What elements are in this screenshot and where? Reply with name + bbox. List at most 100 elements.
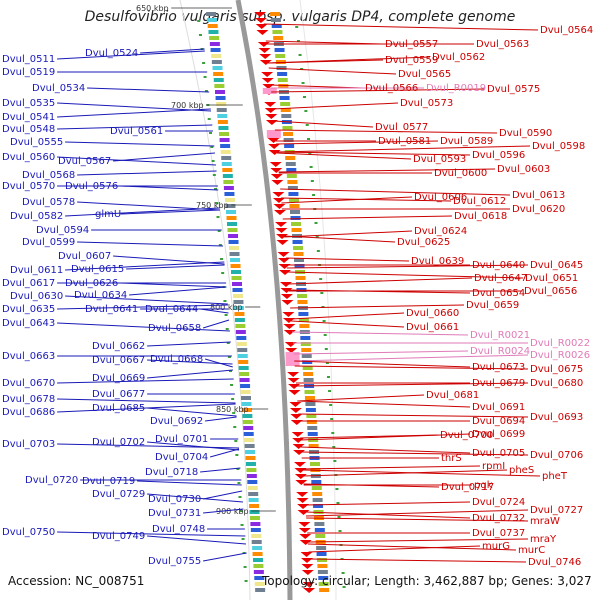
gene-label-left[interactable]: Dvul_0594 [36, 225, 89, 236]
gene-label-right[interactable]: Dvul_0625 [397, 237, 450, 248]
gene-label-right[interactable]: rpmI [482, 461, 505, 472]
gene-label-right[interactable]: Dvul_0737 [472, 528, 525, 539]
gene-label-left[interactable]: Dvul_0670 [2, 378, 55, 389]
gene-label-right[interactable]: Dvul_0606 [414, 192, 467, 203]
gene-label-left[interactable]: Dvul_0626 [65, 278, 118, 289]
gene-label-left[interactable]: Dvul_0702 [92, 437, 145, 448]
gene-label-right[interactable]: Dvul_0593 [413, 154, 466, 165]
gene-label-right[interactable]: Dvul_0724 [472, 497, 525, 508]
gene-label-left[interactable]: Dvul_0578 [22, 197, 75, 208]
gene-label-right[interactable]: Dvul_R0019 [426, 83, 486, 94]
gene-label-right[interactable]: Dvul_0706 [530, 450, 583, 461]
gene-label-left[interactable]: Dvul_0644 [145, 304, 198, 315]
gene-label-right[interactable]: Dvul_R0021 [470, 330, 530, 341]
gene-label-right[interactable]: Dvul_0732 [472, 513, 525, 524]
gene-label-right[interactable]: Dvul_0566 [365, 83, 418, 94]
gene-label-right[interactable]: Dvul_0656 [524, 286, 577, 297]
gene-label-right[interactable]: murC [518, 545, 545, 556]
gene-label-right[interactable]: Dvul_0565 [398, 69, 451, 80]
gene-label-left[interactable]: Dvul_0718 [145, 467, 198, 478]
gene-label-right[interactable]: Dvul_0660 [406, 308, 459, 319]
gene-label-left[interactable]: Dvul_0729 [92, 489, 145, 500]
gene-label-right[interactable]: Dvul_0639 [411, 256, 464, 267]
gene-label-left[interactable]: Dvul_0685 [92, 403, 145, 414]
gene-label-left[interactable]: Dvul_0704 [155, 452, 208, 463]
gene-label-right[interactable]: Dvul_0661 [406, 322, 459, 333]
gene-label-left[interactable]: Dvul_0731 [148, 508, 201, 519]
gene-label-right[interactable]: Dvul_0620 [512, 204, 565, 215]
gene-label-right[interactable]: Dvul_0699 [472, 429, 525, 440]
gene-label-left[interactable]: Dvul_0599 [22, 237, 75, 248]
gene-label-right[interactable]: Dvul_0705 [472, 448, 525, 459]
gene-label-left[interactable]: Dvul_0663 [2, 351, 55, 362]
gene-label-left[interactable]: Dvul_0669 [92, 373, 145, 384]
gene-label-left[interactable]: Dvul_0582 [10, 211, 63, 222]
gene-label-left[interactable]: Dvul_0692 [150, 416, 203, 427]
gene-label-right[interactable]: Dvul_0640 [472, 260, 525, 271]
gene-label-left[interactable]: Dvul_0541 [2, 112, 55, 123]
gene-label-right[interactable]: thrS [441, 453, 462, 464]
gene-label-right[interactable]: Dvul_0651 [525, 273, 578, 284]
gene-label-left[interactable]: Dvul_0641 [85, 304, 138, 315]
gene-label-right[interactable]: Dvul_0624 [414, 226, 467, 237]
gene-label-left[interactable]: Dvul_0607 [58, 251, 111, 262]
gene-label-left[interactable]: Dvul_0567 [58, 156, 111, 167]
gene-label-left[interactable]: Dvul_0511 [2, 54, 55, 65]
gene-label-right[interactable]: pheS [509, 465, 534, 476]
gene-label-left[interactable]: Dvul_0615 [71, 264, 124, 275]
gene-label-left[interactable]: Dvul_0662 [92, 341, 145, 352]
gene-label-left[interactable]: Dvul_0560 [2, 152, 55, 163]
gene-label-right[interactable]: Dvul_0693 [530, 412, 583, 423]
gene-label-left[interactable]: Dvul_0720 [25, 475, 78, 486]
gene-label-left[interactable]: Dvul_0749 [92, 531, 145, 542]
gene-label-left[interactable]: Dvul_0634 [74, 290, 127, 301]
gene-label-left[interactable]: glmU [95, 209, 121, 220]
gene-label-right[interactable]: Dvul_0589 [440, 136, 493, 147]
gene-label-right[interactable]: Dvul_0559 [385, 55, 438, 66]
gene-label-left[interactable]: Dvul_0667 [92, 355, 145, 366]
gene-label-right[interactable]: Dvul_0645 [530, 260, 583, 271]
gene-label-left[interactable]: Dvul_0534 [32, 83, 85, 94]
gene-label-right[interactable]: Dvul_0581 [378, 136, 431, 147]
gene-label-left[interactable]: Dvul_0643 [2, 318, 55, 329]
gene-label-right[interactable]: Dvul_0573 [400, 98, 453, 109]
gene-label-right[interactable]: Dvul_R0024 [470, 346, 530, 357]
gene-label-right[interactable]: Dvul_0596 [472, 150, 525, 161]
gene-label-left[interactable]: Dvul_0548 [2, 124, 55, 135]
gene-label-right[interactable]: Dvul_0618 [454, 211, 507, 222]
gene-label-right[interactable]: Dvul_0681 [426, 390, 479, 401]
gene-label-left[interactable]: Dvul_0524 [85, 48, 138, 59]
gene-label-right[interactable]: Dvul_0590 [499, 128, 552, 139]
gene-label-right[interactable]: Dvul_0598 [532, 141, 585, 152]
gene-label-right[interactable]: Dvul_0577 [375, 122, 428, 133]
gene-label-left[interactable]: Dvul_0686 [2, 407, 55, 418]
gene-label-left[interactable]: Dvul_0658 [148, 323, 201, 334]
gene-label-left[interactable]: Dvul_0611 [10, 265, 63, 276]
gene-label-right[interactable]: Dvul_0680 [530, 378, 583, 389]
gene-label-right[interactable]: Dvul_0673 [472, 362, 525, 373]
gene-label-left[interactable]: Dvul_0678 [2, 394, 55, 405]
gene-label-right[interactable]: Dvul_0675 [530, 364, 583, 375]
gene-label-right[interactable]: Dvul_0613 [512, 190, 565, 201]
gene-label-left[interactable]: Dvul_0668 [150, 354, 203, 365]
gene-label-right[interactable]: Dvul_0562 [432, 52, 485, 63]
gene-label-right[interactable]: Dvul_0717 [441, 482, 494, 493]
gene-label-right[interactable]: Dvul_0612 [453, 196, 506, 207]
gene-label-right[interactable]: Dvul_0575 [487, 84, 540, 95]
gene-label-right[interactable]: Dvul_0679 [472, 378, 525, 389]
gene-label-left[interactable]: Dvul_0750 [2, 527, 55, 538]
gene-label-right[interactable]: mraY [530, 534, 557, 545]
gene-label-left[interactable]: Dvul_0519 [2, 67, 55, 78]
gene-label-right[interactable]: Dvul_R0022 [530, 338, 590, 349]
gene-label-right[interactable]: Dvul_R0026 [530, 350, 590, 361]
gene-label-right[interactable]: Dvul_0564 [540, 25, 593, 36]
gene-label-right[interactable]: Dvul_0600 [434, 168, 487, 179]
gene-label-right[interactable]: Dvul_0603 [497, 164, 550, 175]
gene-label-left[interactable]: Dvul_0576 [65, 181, 118, 192]
gene-label-left[interactable]: Dvul_0719 [82, 476, 135, 487]
gene-label-right[interactable]: Dvul_0654 [472, 288, 525, 299]
gene-label-right[interactable]: pheT [542, 471, 568, 482]
gene-label-left[interactable]: Dvul_0677 [92, 389, 145, 400]
gene-label-right[interactable]: Dvul_0659 [466, 300, 519, 311]
gene-label-left[interactable]: Dvul_0755 [148, 556, 201, 567]
